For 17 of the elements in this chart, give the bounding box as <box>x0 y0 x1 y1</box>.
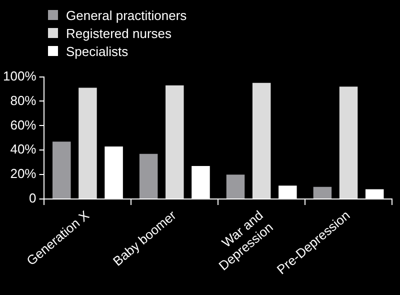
legend-label: Registered nurses <box>66 26 172 40</box>
y-tick-label: 100% <box>3 68 37 84</box>
bar <box>339 86 358 199</box>
legend-label: General practitioners <box>66 8 187 22</box>
y-tick-label: 40% <box>10 142 37 157</box>
y-tick-label: 60% <box>10 117 37 132</box>
y-tick-label: 80% <box>10 92 37 108</box>
legend-label: Specialists <box>66 44 128 58</box>
bar <box>52 142 71 199</box>
bar <box>226 174 245 199</box>
y-tick-label: 20% <box>10 166 37 182</box>
bar <box>78 88 97 199</box>
bar <box>313 186 332 199</box>
text: 0 <box>29 190 36 206</box>
bar <box>252 82 271 199</box>
bar <box>139 154 158 199</box>
bar <box>166 85 184 199</box>
